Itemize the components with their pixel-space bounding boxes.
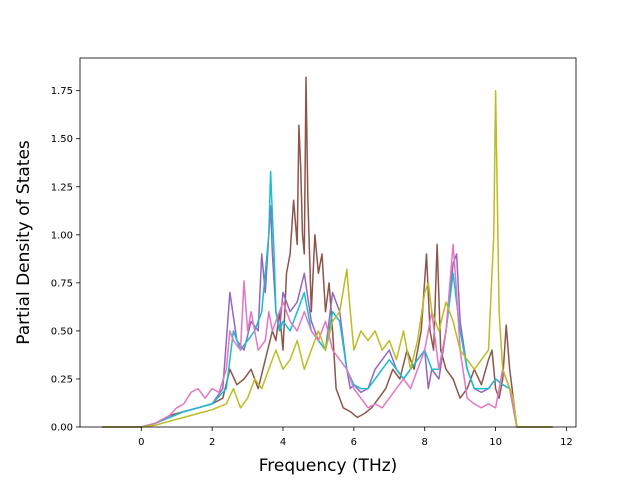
series-line-5 <box>101 89 554 428</box>
x-tick-label: 10 <box>489 437 502 448</box>
y-tick-label: 0.00 <box>51 423 73 434</box>
y-ticks: 0.00 0.25 0.50 0.75 1.00 1.25 1.50 1.75 <box>51 86 80 434</box>
y-tick-label: 1.25 <box>51 182 73 193</box>
y-tick-label: 0.25 <box>51 374 73 385</box>
x-tick-label: 0 <box>138 437 144 448</box>
y-tick-label: 1.75 <box>51 86 73 97</box>
plot-frame <box>79 57 577 428</box>
x-ticks: 0 2 4 6 8 10 12 <box>138 427 573 448</box>
y-tick-label: 1.00 <box>51 230 73 241</box>
series-layer <box>101 76 554 428</box>
y-tick-label: 0.50 <box>51 326 73 337</box>
y-tick-label: 0.75 <box>51 278 73 289</box>
x-tick-label: 8 <box>422 437 428 448</box>
x-tick-label: 2 <box>209 437 215 448</box>
x-axis-label: Frequency (THz) <box>259 456 398 476</box>
y-axis-label: Partial Density of States <box>14 140 34 345</box>
series-line-1 <box>101 76 554 428</box>
x-tick-label: 4 <box>280 437 286 448</box>
x-tick-label: 6 <box>351 437 357 448</box>
y-tick-label: 1.50 <box>51 134 73 145</box>
x-tick-label: 12 <box>560 437 573 448</box>
